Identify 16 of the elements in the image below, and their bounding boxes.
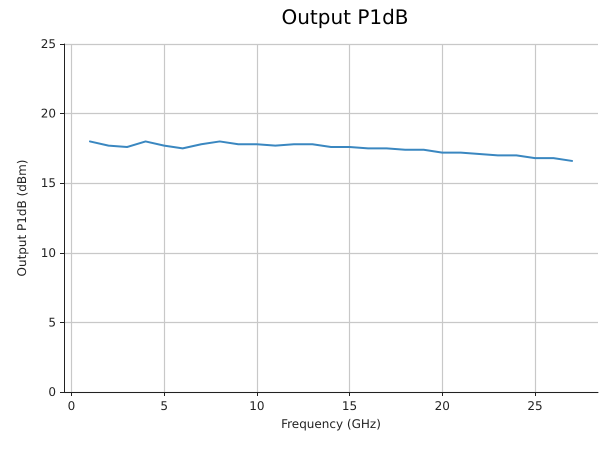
y-tick-label: 15 bbox=[40, 176, 56, 190]
chart-title: Output P1dB bbox=[281, 5, 409, 29]
line-series bbox=[88, 140, 574, 162]
x-tick-label: 5 bbox=[160, 399, 168, 413]
y-tick-label: 10 bbox=[40, 246, 56, 260]
x-tick-label: 15 bbox=[342, 399, 358, 413]
y-axis-title: Output P1dB (dBm) bbox=[15, 160, 29, 276]
y-tick-label: 5 bbox=[48, 315, 56, 330]
y-tick-label: 20 bbox=[40, 106, 56, 121]
x-tick-label: 20 bbox=[434, 399, 450, 413]
y-tick-label: 0 bbox=[48, 385, 56, 399]
x-tick-label: 10 bbox=[249, 399, 264, 413]
x-tick-label: 0 bbox=[68, 399, 76, 413]
x-tick-label: 25 bbox=[527, 399, 543, 413]
y-tick-label: 25 bbox=[40, 37, 56, 51]
x-axis-title: Frequency (GHz) bbox=[281, 417, 381, 431]
